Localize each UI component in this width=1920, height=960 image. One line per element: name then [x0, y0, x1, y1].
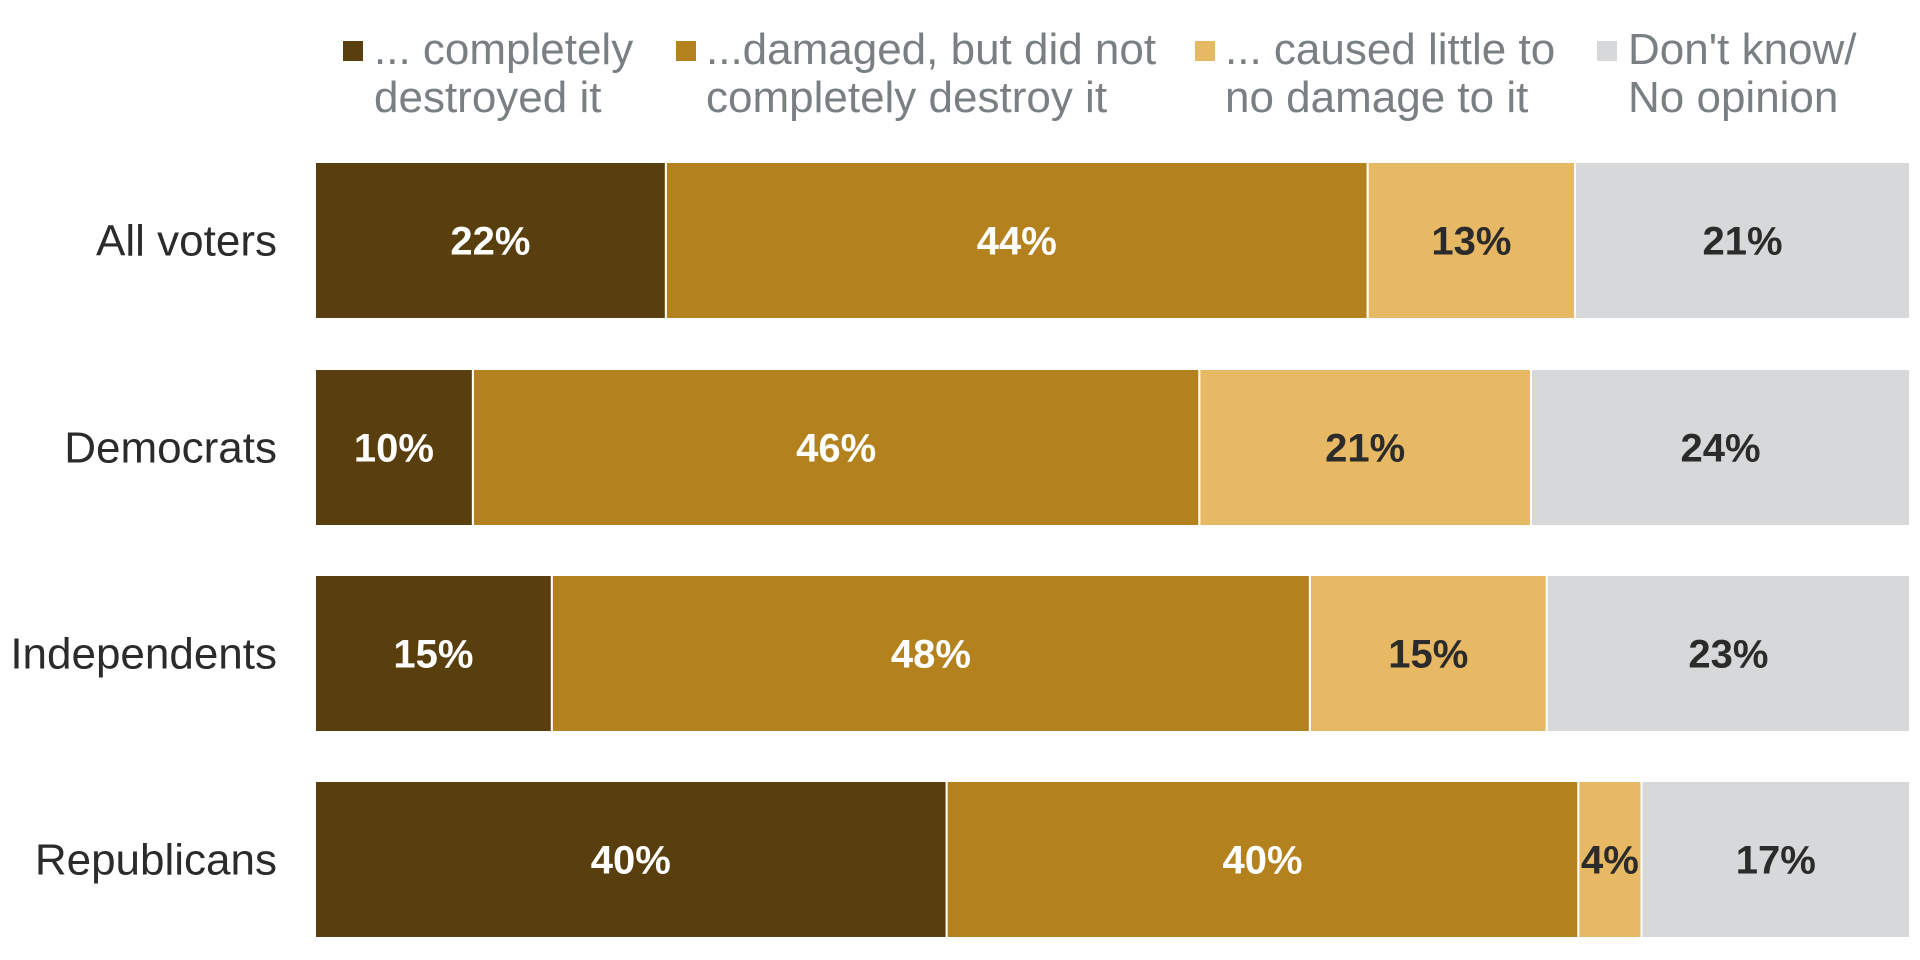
bar-segment [314, 780, 948, 939]
legend-item: ... completely destroyed it [343, 25, 633, 122]
bar-segment [1366, 161, 1577, 320]
legend-item: ... caused little to no damage to it [1195, 25, 1555, 122]
legend-label: ... completely destroyed it [374, 25, 633, 122]
data-label: 13% [1431, 220, 1511, 264]
data-label: 17% [1736, 839, 1816, 883]
data-label: 15% [393, 633, 473, 677]
bar-row: 10% 46% 21% 24% [314, 368, 1911, 527]
category-label: Independents [10, 630, 277, 679]
bar-row: 40% 40% 4% 17% [314, 780, 1911, 939]
legend-label-line: ... completely [374, 25, 633, 74]
legend-label-line: completely destroy it [706, 73, 1107, 122]
data-label: 24% [1680, 427, 1760, 471]
legend: ... completely destroyed it ...damaged, bu… [343, 25, 1857, 122]
data-label: 23% [1688, 633, 1768, 677]
data-label: 40% [591, 839, 671, 883]
category-labels: All voters Democrats Independents Republica… [10, 217, 277, 885]
bar-segment [1529, 368, 1911, 527]
legend-item: ...damaged, but did not completely destro… [676, 25, 1156, 122]
bar-segment [1545, 574, 1912, 733]
data-label: 21% [1325, 427, 1405, 471]
legend-swatch [1597, 41, 1617, 61]
bars: 22% 44% 13% 21%10% 46% 21% 24%15% 48% 15% 23%40% 4… [314, 161, 1912, 939]
bar-segment [1640, 780, 1911, 939]
legend-label: Don't know/No opinion [1628, 25, 1857, 122]
data-label: 48% [891, 633, 971, 677]
bar-segment [1574, 161, 1912, 320]
legend-label-line: ...damaged, but did not [706, 25, 1156, 74]
bar-segment [550, 574, 1311, 733]
bar-segment [945, 780, 1580, 939]
legend-swatch [343, 41, 363, 61]
data-label: 15% [1388, 633, 1468, 677]
category-label: Democrats [64, 424, 277, 473]
bar-segment [314, 161, 667, 320]
legend-label-line: no damage to it [1225, 73, 1528, 122]
bar-segment [1198, 368, 1532, 527]
bar-segment [314, 574, 553, 733]
bar-segment [314, 368, 474, 527]
data-label: 44% [977, 220, 1057, 264]
bar-segment [664, 161, 1369, 320]
legend-label-line: Don't know/ [1628, 25, 1857, 74]
data-label: 40% [1222, 839, 1302, 883]
data-label: 21% [1702, 220, 1782, 264]
legend-label-line: No opinion [1628, 73, 1838, 122]
category-label: All voters [96, 217, 277, 266]
legend-swatch [676, 41, 696, 61]
legend-label-line: ... caused little to [1225, 25, 1555, 74]
data-label: 22% [450, 220, 530, 264]
category-label: Republicans [35, 836, 277, 885]
bar-row: 15% 48% 15% 23% [314, 574, 1912, 733]
legend-label: ...damaged, but did not completely destro… [706, 25, 1156, 122]
bar-row: 22% 44% 13% 21% [314, 161, 1912, 320]
legend-label-line: destroyed it [374, 73, 601, 122]
data-label: 46% [796, 427, 876, 471]
legend-label: ... caused little to no damage to it [1225, 25, 1555, 122]
data-label: 10% [354, 427, 434, 471]
data-label: 4% [1581, 839, 1639, 883]
legend-item: Don't know/No opinion [1597, 25, 1857, 122]
bar-segment [471, 368, 1201, 527]
legend-swatch [1195, 41, 1215, 61]
